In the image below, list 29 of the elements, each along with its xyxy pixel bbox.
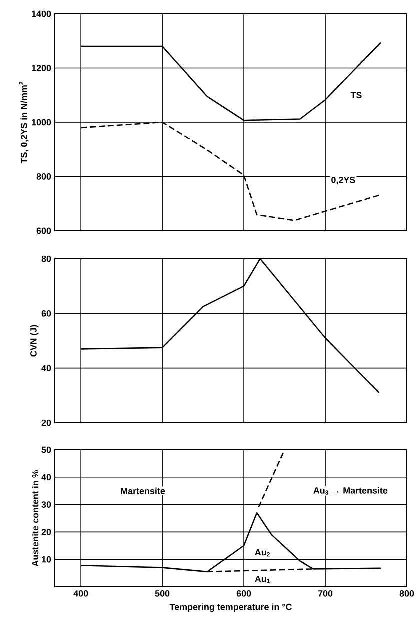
y-tick-label: 20 — [42, 420, 52, 426]
x-tick-label: 800 — [400, 590, 414, 597]
y-tick-label: 10 — [42, 556, 52, 563]
y-tick-label: 40 — [42, 474, 52, 481]
y-tick-label: 40 — [42, 365, 52, 372]
annotation: Au$_{2}$ — [255, 549, 270, 557]
y-axis-title: TS, 0,2YS in N/mm$^{2}$ — [19, 82, 29, 164]
annotation: 0,2YS — [332, 176, 356, 185]
x-tick-label: 500 — [155, 590, 170, 597]
y-tick-label: 1400 — [32, 10, 52, 18]
y-tick-label: 60 — [42, 310, 52, 317]
annotation: Au$_{3}$ → Martensite — [314, 487, 388, 495]
y-axis-title: CVN (J) — [30, 325, 39, 357]
y-tick-label: 50 — [42, 446, 52, 454]
y-tick-label: 80 — [42, 256, 52, 262]
y-axis-title: Austenite content in % — [32, 470, 39, 567]
x-tick-label: 600 — [236, 590, 252, 597]
annotation: Au$_{1}$ — [255, 576, 270, 584]
annotation: Martensite — [121, 488, 166, 494]
y-tick-label: 600 — [36, 228, 52, 234]
x-tick-label: 400 — [74, 590, 88, 597]
y-tick-label: 20 — [42, 529, 52, 536]
x-tick-label: 700 — [318, 590, 333, 597]
y-tick-label: 30 — [42, 502, 52, 508]
y-tick-label: 1200 — [32, 65, 52, 72]
y-tick-label: 1000 — [32, 119, 52, 126]
annotation: TS — [350, 92, 362, 99]
y-tick-label: 800 — [36, 174, 52, 180]
x-axis-title: Tempering temperature in °C — [170, 604, 292, 612]
